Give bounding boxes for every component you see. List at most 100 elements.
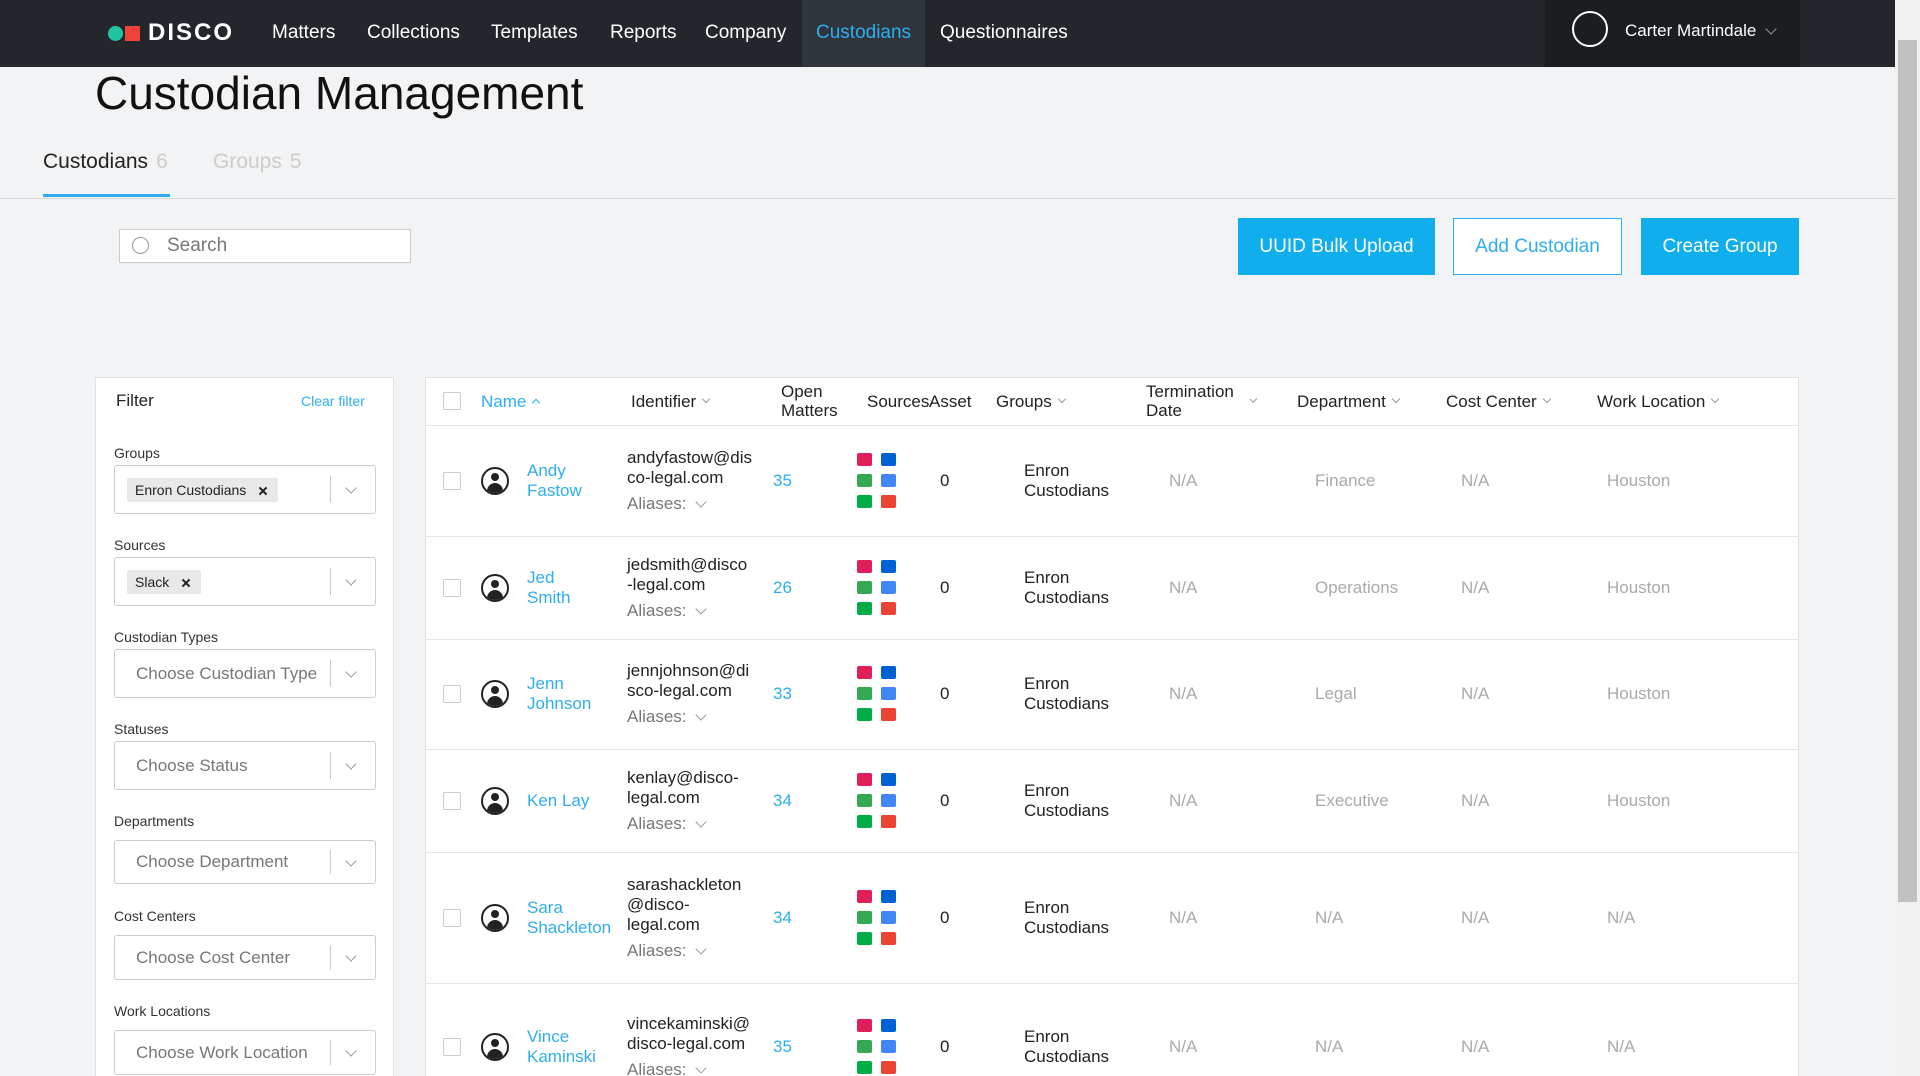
source-icon bbox=[857, 1061, 872, 1074]
column-header[interactable]: Work Location bbox=[1597, 377, 1747, 425]
column-header[interactable]: Groups bbox=[996, 377, 1106, 425]
open-matters[interactable]: 35 bbox=[773, 471, 792, 491]
custodian-name[interactable]: Ken Lay bbox=[527, 791, 602, 811]
separator bbox=[330, 1040, 331, 1064]
aliases[interactable]: Aliases: bbox=[627, 601, 752, 621]
user-name[interactable]: Carter Martindale bbox=[1625, 0, 1756, 62]
button[interactable]: UUID Bulk Upload bbox=[1238, 218, 1435, 275]
aliases-label: Aliases: bbox=[627, 814, 687, 833]
nav-item[interactable]: Questionnaires bbox=[926, 0, 1082, 67]
checkbox[interactable] bbox=[443, 685, 461, 703]
page-title: Custodian Management bbox=[95, 66, 583, 120]
select[interactable]: Choose Cost Center bbox=[114, 935, 376, 980]
select[interactable]: Slack bbox=[114, 557, 376, 606]
separator bbox=[330, 476, 331, 502]
source-icon bbox=[857, 1019, 872, 1032]
aliases[interactable]: Aliases: bbox=[627, 707, 752, 727]
chevron bbox=[345, 951, 356, 962]
column-header[interactable]: Open Matters bbox=[781, 377, 861, 425]
separator bbox=[330, 850, 331, 874]
filter-label: Statuses bbox=[114, 721, 168, 737]
tab[interactable]: Custodians6 bbox=[43, 150, 168, 174]
tab-label: Custodians bbox=[43, 150, 148, 173]
tab-divider bbox=[0, 198, 1895, 199]
scrollbar-thumb[interactable] bbox=[1898, 40, 1917, 902]
nav-item[interactable]: Collections bbox=[353, 0, 474, 67]
custodian-name[interactable]: Jenn Johnson bbox=[527, 674, 602, 714]
select[interactable]: Choose Department bbox=[114, 840, 376, 884]
filter-title: Filter bbox=[116, 391, 154, 411]
custodian-name[interactable]: Sara Shackleton bbox=[527, 898, 602, 938]
column-title: Termination Date bbox=[1146, 382, 1244, 420]
clear-filter[interactable]: Clear filter bbox=[301, 393, 365, 409]
row-divider bbox=[425, 536, 1799, 537]
source-icon bbox=[857, 687, 872, 700]
column-header[interactable]: Asset bbox=[929, 377, 989, 425]
nav-item[interactable]: Custodians bbox=[802, 0, 925, 67]
open-matters[interactable]: 35 bbox=[773, 1037, 792, 1057]
department: N/A bbox=[1315, 908, 1343, 928]
aliases[interactable]: Aliases: bbox=[627, 814, 752, 834]
aliases-label: Aliases: bbox=[627, 601, 687, 620]
nav-item[interactable]: Reports bbox=[596, 0, 691, 67]
asset-count: 0 bbox=[940, 471, 949, 491]
column-header[interactable]: Sources bbox=[867, 377, 929, 425]
button[interactable]: Create Group bbox=[1641, 218, 1799, 275]
logo[interactable]: DISCO bbox=[108, 18, 234, 48]
button[interactable]: Add Custodian bbox=[1453, 218, 1622, 275]
nav-item[interactable]: Company bbox=[691, 0, 800, 67]
open-matters[interactable]: 34 bbox=[773, 908, 792, 928]
nav-item[interactable]: Templates bbox=[477, 0, 592, 67]
source-icon bbox=[857, 560, 872, 573]
checkbox[interactable] bbox=[443, 472, 461, 490]
location: Houston bbox=[1607, 791, 1670, 811]
source-icon bbox=[857, 794, 872, 807]
filter-label: Cost Centers bbox=[114, 908, 196, 924]
column-header[interactable]: Termination Date bbox=[1146, 377, 1256, 425]
chip[interactable]: Slack bbox=[127, 570, 201, 594]
avatar bbox=[481, 574, 509, 602]
termination: N/A bbox=[1169, 1037, 1197, 1057]
nav-item[interactable]: Matters bbox=[258, 0, 349, 67]
identifier-cell: vincekaminski@disco-legal.comAliases: bbox=[627, 1014, 752, 1076]
chip[interactable]: Enron Custodians bbox=[127, 478, 278, 502]
search-input[interactable] bbox=[119, 229, 411, 263]
placeholder: Choose Status bbox=[136, 756, 248, 776]
open-matters[interactable]: 34 bbox=[773, 791, 792, 811]
select[interactable]: Enron Custodians bbox=[114, 465, 376, 514]
source-icon bbox=[881, 932, 896, 945]
column-title: Name bbox=[481, 392, 526, 411]
aliases[interactable]: Aliases: bbox=[627, 941, 752, 961]
open-matters[interactable]: 33 bbox=[773, 684, 792, 704]
select[interactable]: Choose Status bbox=[114, 741, 376, 790]
checkbox[interactable] bbox=[443, 579, 461, 597]
checkbox[interactable] bbox=[443, 909, 461, 927]
custodian-name[interactable]: Vince Kaminski bbox=[527, 1027, 602, 1067]
chevron bbox=[345, 666, 356, 677]
tab-count: 5 bbox=[290, 150, 302, 173]
column-header[interactable]: Identifier bbox=[631, 377, 741, 425]
row-divider bbox=[425, 749, 1799, 750]
source-icon bbox=[857, 602, 872, 615]
column-header[interactable]: Name bbox=[481, 377, 581, 425]
checkbox[interactable] bbox=[443, 792, 461, 810]
aliases[interactable]: Aliases: bbox=[627, 1060, 752, 1076]
custodian-name[interactable]: Andy Fastow bbox=[527, 461, 602, 501]
tab[interactable]: Groups5 bbox=[213, 150, 302, 174]
open-matters[interactable]: 26 bbox=[773, 578, 792, 598]
custodian-name[interactable]: Jed Smith bbox=[527, 568, 602, 608]
column-title: Asset bbox=[929, 392, 972, 411]
column-header[interactable]: Department bbox=[1297, 377, 1417, 425]
aliases[interactable]: Aliases: bbox=[627, 494, 752, 514]
cost-center: N/A bbox=[1461, 908, 1489, 928]
identifier: kenlay@disco-legal.com bbox=[627, 768, 752, 808]
checkbox[interactable] bbox=[443, 392, 461, 410]
sort-icon bbox=[532, 399, 540, 407]
column-header[interactable]: Cost Center bbox=[1446, 377, 1566, 425]
filter-label: Groups bbox=[114, 445, 160, 461]
checkbox[interactable] bbox=[443, 1038, 461, 1056]
source-icon bbox=[857, 890, 872, 903]
select[interactable]: Choose Work Location bbox=[114, 1030, 376, 1075]
select[interactable]: Choose Custodian Type bbox=[114, 649, 376, 698]
